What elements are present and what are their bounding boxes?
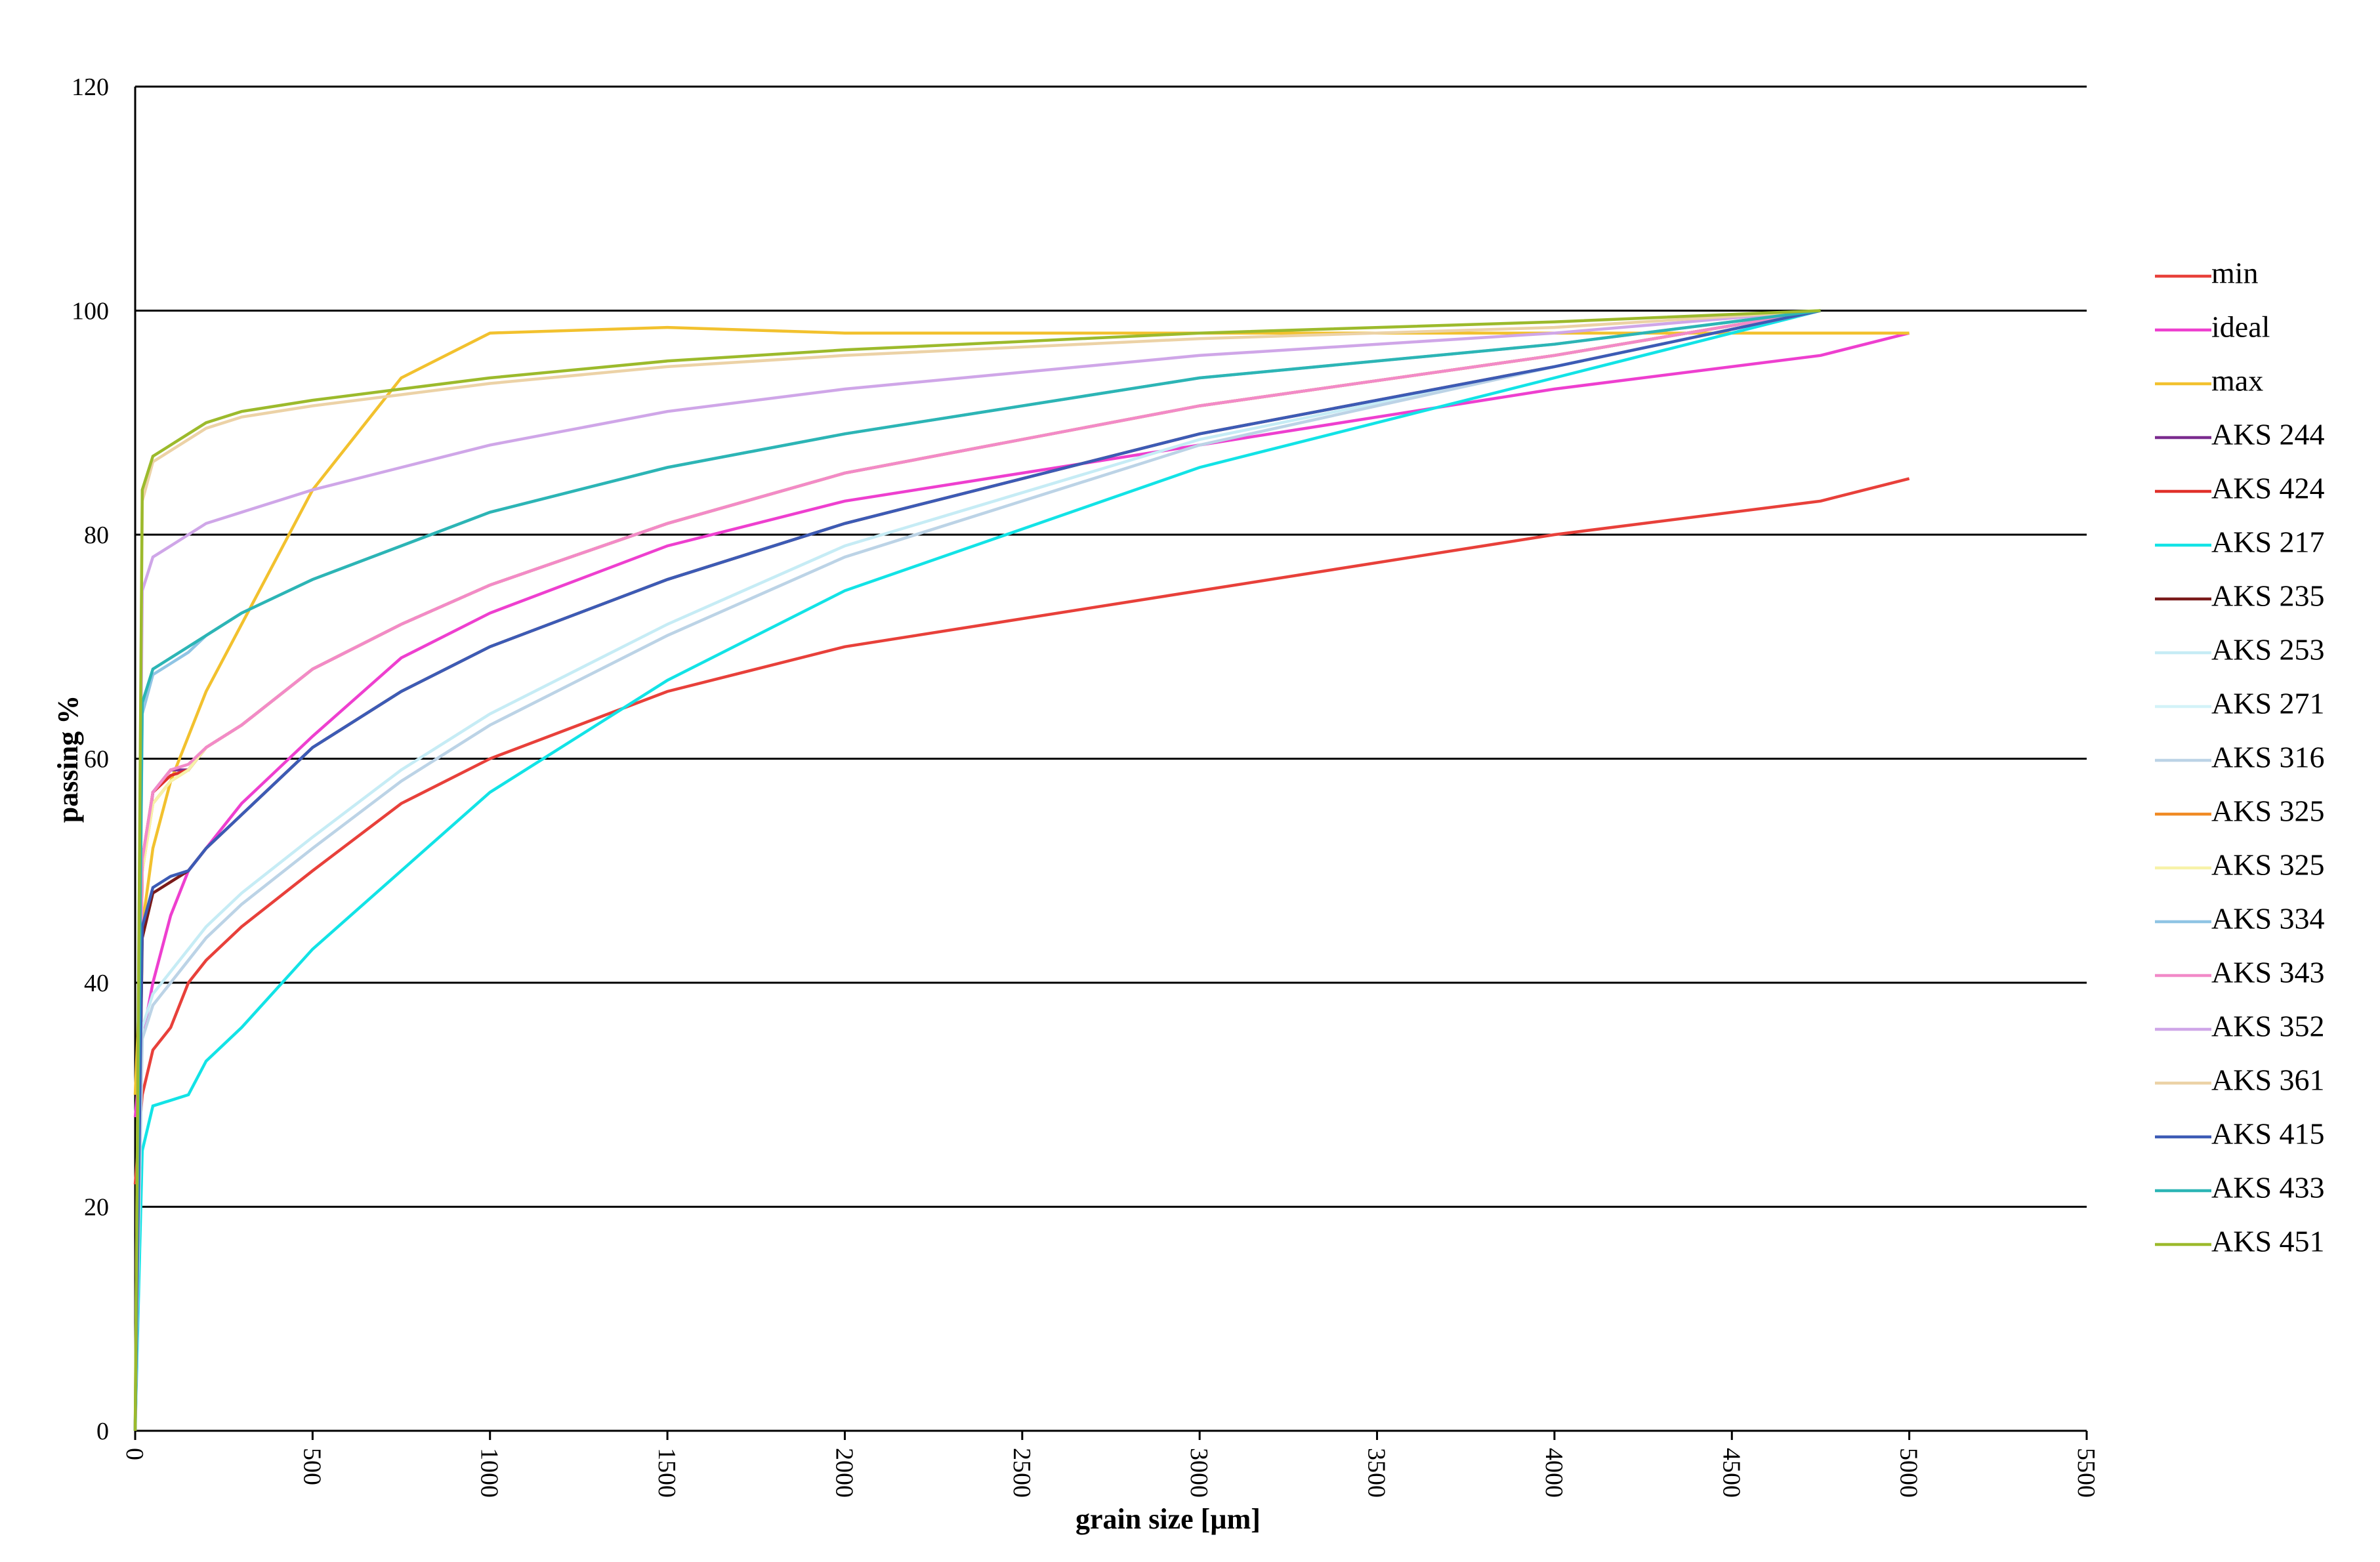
x-tick-label: 500 xyxy=(298,1448,325,1485)
series-line xyxy=(133,309,1821,1431)
series-line xyxy=(133,309,1821,1431)
legend-label: AKS 343 xyxy=(2211,956,2325,989)
legend-label: AKS 244 xyxy=(2211,418,2325,451)
legend-label: AKS 451 xyxy=(2211,1225,2325,1258)
x-tick-label: 4000 xyxy=(1540,1448,1568,1498)
legend-label: AKS 325 xyxy=(2211,794,2325,828)
x-tick-label: 2500 xyxy=(1008,1448,1035,1498)
legend-label: max xyxy=(2211,364,2263,398)
series-line xyxy=(133,309,1821,1431)
x-tick-label: 5000 xyxy=(1895,1448,1923,1498)
y-tick-label: 40 xyxy=(84,970,109,997)
x-tick-label: 1500 xyxy=(653,1448,680,1498)
series-line xyxy=(133,309,1822,1431)
legend-label: ideal xyxy=(2211,310,2270,344)
x-tick-label: 4500 xyxy=(1717,1448,1745,1498)
y-tick-label: 60 xyxy=(84,746,109,773)
legend-label: AKS 217 xyxy=(2211,525,2325,559)
series-line xyxy=(133,331,1910,1118)
y-tick-label: 120 xyxy=(72,73,109,101)
x-tick-label: 1000 xyxy=(476,1448,503,1498)
legend-label: AKS 424 xyxy=(2211,472,2325,505)
x-axis-label: grain size [µm] xyxy=(1075,1503,1261,1535)
series-line xyxy=(133,309,1821,1431)
series-line xyxy=(133,309,1821,1431)
legend-label: min xyxy=(2211,257,2259,290)
legend-label: AKS 361 xyxy=(2211,1063,2325,1097)
y-tick-label: 100 xyxy=(72,298,109,325)
legend-label: AKS 334 xyxy=(2211,902,2325,935)
legend-label: AKS 316 xyxy=(2211,741,2325,774)
series-line xyxy=(133,309,1821,1431)
legend-label: AKS 271 xyxy=(2211,687,2325,720)
series-line xyxy=(133,325,1910,1095)
legend-label: AKS 253 xyxy=(2211,633,2325,667)
y-tick-label: 80 xyxy=(84,522,109,549)
series-line xyxy=(133,309,1821,1431)
legend-label: AKS 325 xyxy=(2211,848,2325,882)
x-tick-label: 2000 xyxy=(830,1448,858,1498)
legend-label: AKS 235 xyxy=(2211,579,2325,613)
y-tick-label: 20 xyxy=(84,1194,109,1222)
legend-label: AKS 415 xyxy=(2211,1117,2325,1151)
legend-label: AKS 433 xyxy=(2211,1171,2325,1204)
y-axis-label: passing % xyxy=(52,695,84,823)
x-tick-label: 0 xyxy=(121,1448,148,1460)
legend-label: AKS 352 xyxy=(2211,1010,2325,1043)
series-line xyxy=(133,477,1910,1185)
x-tick-label: 5500 xyxy=(2072,1448,2100,1498)
series-line xyxy=(133,309,1821,1431)
x-tick-label: 3500 xyxy=(1363,1448,1390,1498)
x-tick-label: 3000 xyxy=(1185,1448,1213,1498)
y-tick-label: 0 xyxy=(96,1418,109,1445)
